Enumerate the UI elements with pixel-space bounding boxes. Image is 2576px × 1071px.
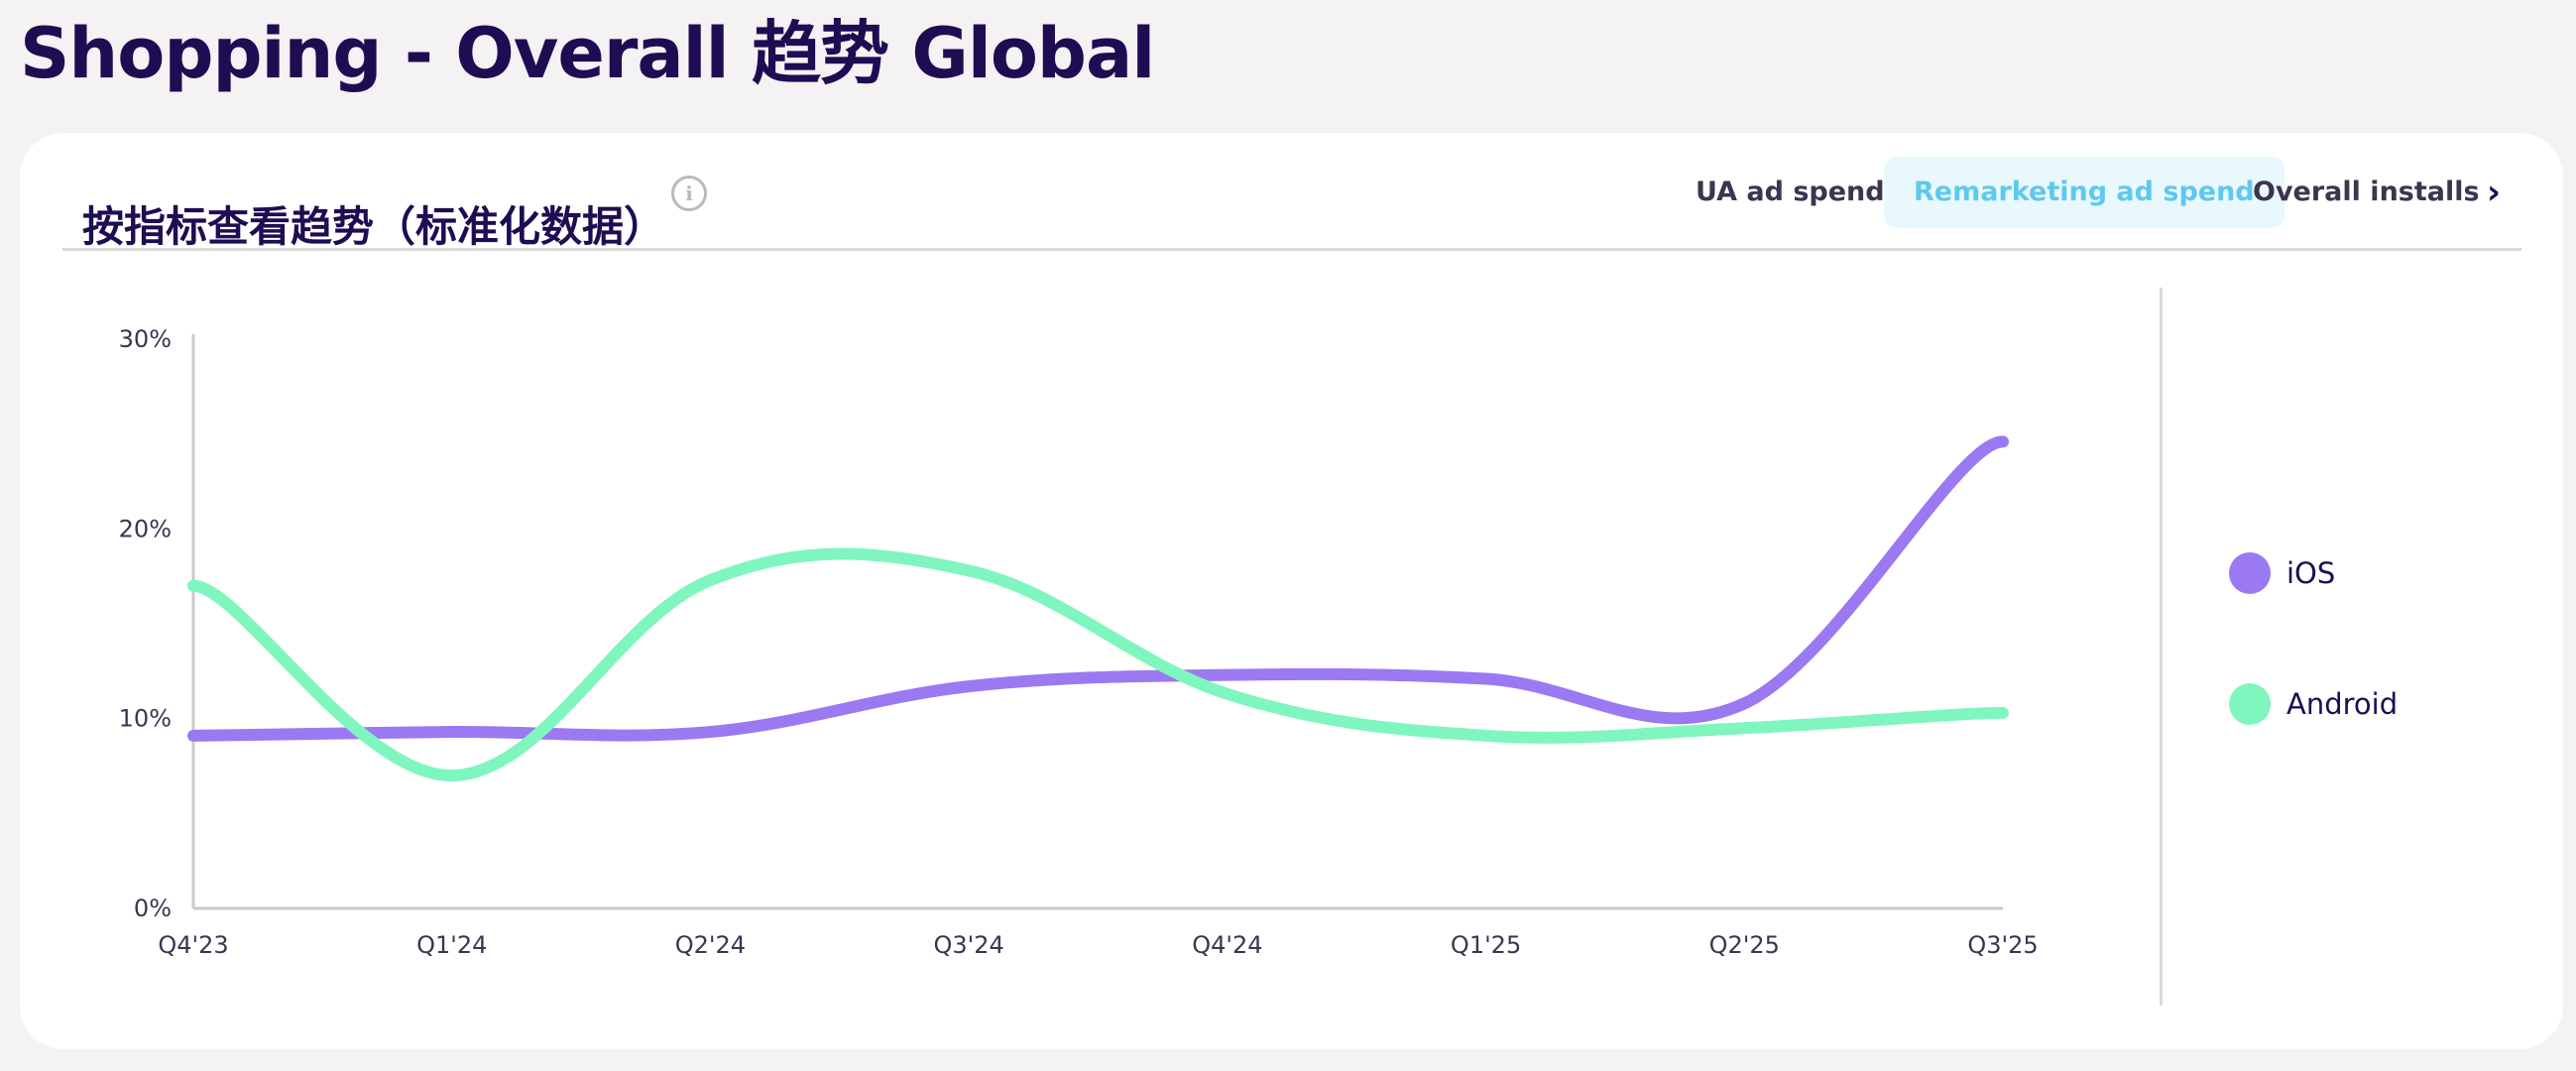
tab-overall-installs[interactable]: Overall installs — [2253, 177, 2480, 207]
chevron-right-icon[interactable]: › — [2486, 173, 2501, 212]
x-tick-label: Q3'24 — [933, 931, 1003, 959]
line-chart: 0% 10% 20% 30% Q4'23 Q1'24 Q2'24 Q3'24 Q4'24 Q1'2… — [119, 325, 2039, 959]
y-tick-label: 10% — [119, 705, 172, 733]
legend-swatch-android — [2229, 683, 2271, 725]
page-title: Shopping - Overall 趋势 Global — [20, 13, 1155, 94]
y-tick-label: 20% — [119, 515, 172, 542]
header-divider — [62, 248, 2521, 251]
x-tick-label: Q4'23 — [158, 931, 228, 959]
y-tick-label: 0% — [134, 894, 172, 922]
y-tick-label: 30% — [119, 325, 172, 353]
legend-item-android[interactable]: Android — [2229, 679, 2398, 729]
trend-card: 按指标查看趋势（标准化数据） i UA ad spend Remarketing… — [20, 133, 2563, 1049]
x-tick-label: Q2'25 — [1709, 931, 1780, 959]
legend-swatch-ios — [2229, 552, 2271, 594]
legend-item-ios[interactable]: iOS — [2229, 548, 2335, 598]
legend-label-ios: iOS — [2286, 556, 2336, 590]
legend-label-android: Android — [2286, 687, 2399, 721]
x-tick-label: Q3'25 — [1967, 931, 2038, 959]
x-tick-label: Q2'24 — [675, 931, 746, 959]
tab-remarketing-ad-spend[interactable]: Remarketing ad spend — [1884, 157, 2284, 228]
series-line-ios — [187, 435, 2009, 742]
x-tick-label: Q1'25 — [1451, 931, 1521, 959]
x-tick-label: Q4'24 — [1192, 931, 1262, 959]
x-tick-label: Q1'24 — [416, 931, 487, 959]
legend-divider — [2160, 288, 2163, 1006]
card-title: 按指标查看趋势（标准化数据） — [82, 202, 666, 251]
info-icon[interactable]: i — [671, 176, 707, 211]
series-line-android — [187, 547, 2009, 782]
tab-ua-ad-spend[interactable]: UA ad spend — [1696, 177, 1885, 207]
